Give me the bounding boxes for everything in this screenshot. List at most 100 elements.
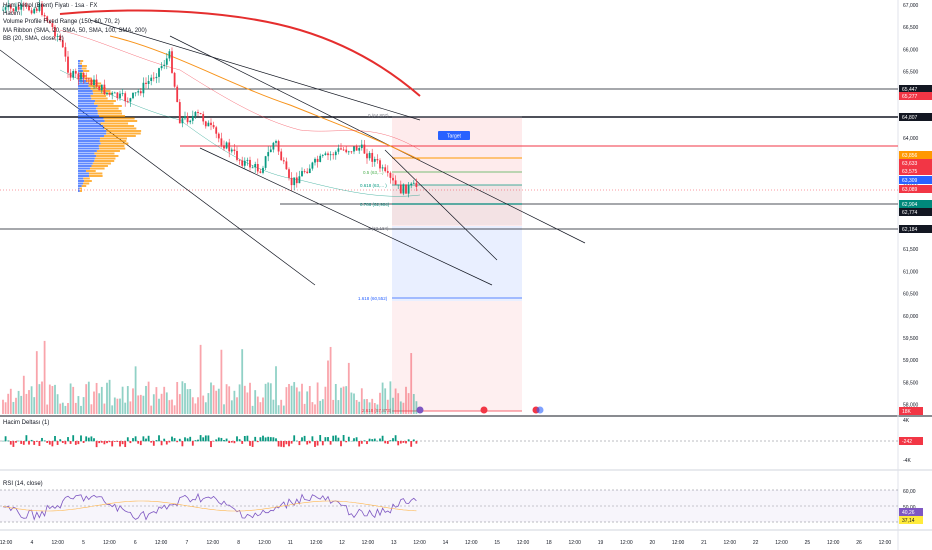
price-label: 62,774 xyxy=(902,210,918,216)
price-label-badge xyxy=(899,151,932,159)
rsi-pane-title[interactable]: RSI (14, close) xyxy=(3,481,43,487)
delta-pane-title[interactable]: Hacim Deltası (1) xyxy=(3,420,50,426)
fib-label: 0.786 (62,904) xyxy=(360,202,390,207)
time-tick: 12:00 xyxy=(155,540,168,546)
time-tick: 12:00 xyxy=(362,540,375,546)
time-tick: 6 xyxy=(134,540,137,546)
price-tick: 59,000 xyxy=(903,358,919,364)
price-tick: 67,000 xyxy=(903,3,919,9)
delta-tick: 4K xyxy=(903,418,910,424)
vpfr-legend[interactable]: Volume Profile Fixed Range (150, 60, 70,… xyxy=(3,19,120,26)
time-tick: 12:00 xyxy=(51,540,64,546)
time-tick: 12 xyxy=(339,540,345,546)
price-label: 63,089 xyxy=(902,187,918,193)
price-tick: 58,000 xyxy=(903,403,919,409)
rsi-ma-line xyxy=(2,500,417,512)
target-label-badge xyxy=(438,131,470,140)
delta-label: -242 xyxy=(902,439,912,445)
ma100-line xyxy=(109,35,421,161)
price-label: 65,277 xyxy=(902,94,918,100)
ma200-line xyxy=(59,9,421,97)
price-label-badge xyxy=(899,208,932,216)
price-label-badge xyxy=(899,113,932,121)
time-tick: 12:00 xyxy=(879,540,892,546)
delta-axis: 4K -4K -242 xyxy=(899,418,923,464)
volume-profile xyxy=(78,60,142,192)
fib-label: 0 (64,807) xyxy=(368,113,389,118)
ma-ribbon-legend[interactable]: MA Ribbon (SMA, 20, SMA, 50, SMA, 100, S… xyxy=(3,27,147,34)
time-tick: 12:00 xyxy=(0,540,12,546)
time-tick: 12:00 xyxy=(517,540,530,546)
bb-legend[interactable]: BB (20, SMA, close, 2) xyxy=(3,35,64,42)
price-label-badge xyxy=(899,185,932,193)
time-tick: 5 xyxy=(82,540,85,546)
time-tick: 8 xyxy=(237,540,240,546)
fib-label: 2.618 (57,873) xyxy=(362,408,392,413)
time-tick: 12:00 xyxy=(103,540,116,546)
price-label-badge xyxy=(899,225,932,233)
fib-label: 1 (62,184) xyxy=(368,226,389,231)
time-tick: 12:00 xyxy=(258,540,271,546)
price-label: 64,807 xyxy=(902,115,918,121)
time-tick: 22 xyxy=(753,540,759,546)
trend-lines[interactable] xyxy=(0,19,586,286)
target-label: Target xyxy=(447,134,462,140)
time-tick: 12:00 xyxy=(620,540,633,546)
price-label: 65,447 xyxy=(902,87,918,93)
price-label-badge xyxy=(899,200,932,208)
rsi-label: 37,14 xyxy=(902,518,915,524)
time-tick: 20 xyxy=(649,540,655,546)
time-tick: 21 xyxy=(701,540,707,546)
price-tick: 65,500 xyxy=(903,70,919,76)
rsi-label-badge xyxy=(899,516,923,524)
price-label: 62,904 xyxy=(902,202,918,208)
time-tick: 7 xyxy=(186,540,189,546)
time-tick: 12:00 xyxy=(413,540,426,546)
price-label: 63,633 xyxy=(902,161,918,167)
bb-upper xyxy=(59,29,421,151)
price-tick: 60,500 xyxy=(903,292,919,298)
delta-label-badge xyxy=(899,437,923,445)
price-label-badge xyxy=(899,167,932,175)
time-tick: 19 xyxy=(598,540,604,546)
position-tool[interactable]: Target xyxy=(392,117,522,411)
time-tick: 25 xyxy=(805,540,811,546)
symbol-title[interactable]: Ham Petrol (Brent) Fiyatı · 1sa · FX xyxy=(3,3,98,9)
price-label-badge xyxy=(899,85,932,93)
time-tick: 15 xyxy=(494,540,500,546)
volume-bars xyxy=(2,340,418,414)
time-tick: 12:00 xyxy=(724,540,737,546)
fib-label: 0.618 (63,... ) xyxy=(360,183,387,188)
time-tick: 4 xyxy=(30,540,33,546)
time-tick: 14 xyxy=(443,540,449,546)
time-axis[interactable]: 12:00 4 12:00 5 12:00 6 12:00 7 12:00 8 12:00 11 12:… xyxy=(0,540,891,546)
volume-delta-bars xyxy=(2,435,418,448)
time-tick: 12:00 xyxy=(465,540,478,546)
volume-label-badge xyxy=(899,407,923,415)
target-zone xyxy=(392,226,522,301)
rsi-label-badge xyxy=(899,508,923,516)
price-label-badge xyxy=(899,92,932,100)
price-candles xyxy=(2,0,418,198)
time-tick: 12:00 xyxy=(672,540,685,546)
time-tick: 12:00 xyxy=(207,540,220,546)
price-label: 63,309 xyxy=(902,178,918,184)
price-tick: 66,000 xyxy=(903,47,919,53)
volume-label: 18K xyxy=(902,409,912,415)
time-tick: 18 xyxy=(546,540,552,546)
rsi-tick: 60,00 xyxy=(903,489,916,495)
price-label: 62,184 xyxy=(902,227,918,233)
price-tick: 61,000 xyxy=(903,269,919,275)
price-tick: 61,500 xyxy=(903,247,919,253)
fib-label: 0.5 (63,...) xyxy=(363,170,384,175)
event-icons[interactable] xyxy=(416,406,544,414)
fib-label: 1.618 (60,552) xyxy=(358,296,388,301)
volume-legend[interactable]: Hacim xyxy=(3,11,21,18)
fibonacci-levels[interactable]: 0 (64,807) 0.5 (63,...) 0.618 (63,... ) … xyxy=(358,113,522,413)
time-tick: 26 xyxy=(856,540,862,546)
risk-zone xyxy=(392,301,522,411)
time-tick: 13 xyxy=(391,540,397,546)
price-tick: 64,000 xyxy=(903,136,919,142)
